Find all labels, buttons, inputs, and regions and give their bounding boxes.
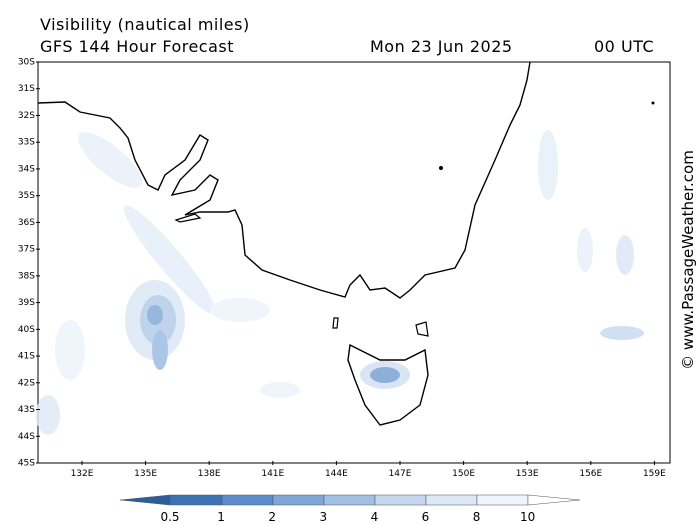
lat-labels: 30S 31S 32S 33S 34S 35S 36S 37S 38S 39S 40S 41S 42S 4… bbox=[18, 58, 40, 469]
lon-label: 156E bbox=[579, 469, 602, 479]
lat-label: 45S bbox=[18, 459, 35, 469]
lat-label: 36S bbox=[18, 218, 35, 228]
visibility-shading bbox=[36, 130, 644, 435]
lat-label: 30S bbox=[18, 58, 35, 68]
colorbar-label: 2 bbox=[268, 510, 276, 524]
map-border bbox=[37, 61, 671, 464]
date: Mon 23 Jun 2025 bbox=[370, 37, 513, 56]
colorbar-label: 8 bbox=[473, 510, 481, 524]
map-frame bbox=[36, 61, 671, 464]
lon-label: 159E bbox=[643, 469, 666, 479]
colorbar-label: 10 bbox=[520, 510, 535, 524]
lat-label: 34S bbox=[18, 164, 35, 174]
lat-label: 37S bbox=[18, 245, 35, 255]
lat-label: 35S bbox=[18, 191, 35, 201]
lat-label: 44S bbox=[18, 432, 35, 442]
subtitle: GFS 144 Hour Forecast bbox=[40, 37, 234, 56]
credit: © www.PassageWeather.com bbox=[679, 150, 697, 370]
lat-label: 40S bbox=[18, 325, 35, 335]
lon-label: 153E bbox=[516, 469, 539, 479]
lat-label: 41S bbox=[18, 352, 35, 362]
lon-label: 141E bbox=[261, 469, 284, 479]
lat-label: 31S bbox=[18, 84, 35, 94]
lon-label: 150E bbox=[452, 469, 475, 479]
lon-label: 138E bbox=[198, 469, 221, 479]
lon-label: 132E bbox=[71, 469, 94, 479]
colorbar-label: 6 bbox=[422, 510, 430, 524]
lon-label: 147E bbox=[389, 469, 412, 479]
coastline-islands bbox=[332, 317, 429, 337]
island-dot bbox=[439, 166, 443, 170]
island-dot bbox=[651, 101, 655, 105]
lon-label: 144E bbox=[325, 469, 348, 479]
colorbar-labels: 0.5 1 2 3 4 6 8 10 bbox=[160, 510, 535, 524]
colorbar-label: 0.5 bbox=[160, 510, 179, 524]
lat-label: 43S bbox=[18, 405, 35, 415]
lat-label: 42S bbox=[18, 378, 35, 388]
colorbar-label: 1 bbox=[217, 510, 225, 524]
lon-label: 135E bbox=[134, 469, 157, 479]
coastline-mainland bbox=[37, 61, 531, 299]
colorbar-label: 4 bbox=[371, 510, 379, 524]
lon-labels: 132E 135E 138E 141E 144E 147E 150E 153E 156E 159E bbox=[71, 461, 666, 479]
lat-label: 39S bbox=[18, 298, 35, 308]
time: 00 UTC bbox=[594, 37, 654, 56]
lat-label: 32S bbox=[18, 111, 35, 121]
lat-label: 33S bbox=[18, 138, 35, 148]
lat-label: 38S bbox=[18, 271, 35, 281]
coastline-tasmania bbox=[347, 343, 429, 426]
colorbar-label: 3 bbox=[319, 510, 327, 524]
title: Visibility (nautical miles) bbox=[40, 15, 250, 34]
coastline-kangaroo-island bbox=[174, 213, 202, 223]
colorbar bbox=[119, 494, 581, 506]
